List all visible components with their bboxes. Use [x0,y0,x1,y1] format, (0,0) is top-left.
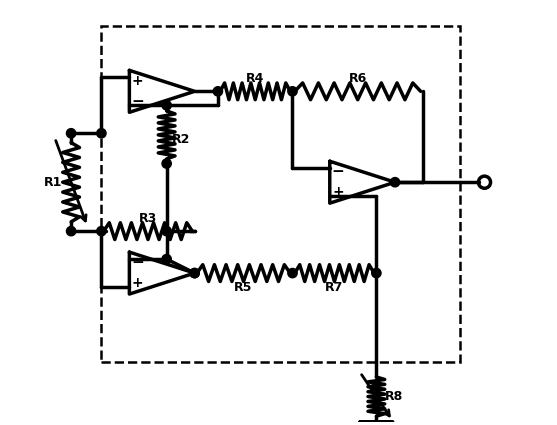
Text: R2: R2 [172,133,190,146]
Text: R7: R7 [325,280,344,294]
Text: +: + [132,74,144,88]
Text: +: + [132,276,144,290]
Bar [101,26,460,362]
Text: −: − [131,94,144,109]
Circle shape [162,255,172,264]
Text: −: − [332,164,345,179]
Text: R5: R5 [234,280,253,294]
Text: R8: R8 [385,390,403,403]
Text: −: − [131,255,144,270]
Circle shape [162,227,172,236]
Circle shape [213,87,223,96]
Text: R3: R3 [139,212,157,224]
Circle shape [190,269,199,278]
Text: R4: R4 [246,72,265,85]
Text: +: + [333,185,344,199]
Circle shape [66,227,76,236]
Text: R6: R6 [349,72,367,85]
Circle shape [190,269,199,278]
Circle shape [66,129,76,138]
Text: R1: R1 [44,176,62,189]
Circle shape [97,129,106,138]
Circle shape [162,159,172,168]
Circle shape [288,269,297,278]
Circle shape [372,269,381,278]
Circle shape [162,101,172,110]
Circle shape [288,87,297,96]
Circle shape [390,178,400,187]
Circle shape [97,227,106,236]
